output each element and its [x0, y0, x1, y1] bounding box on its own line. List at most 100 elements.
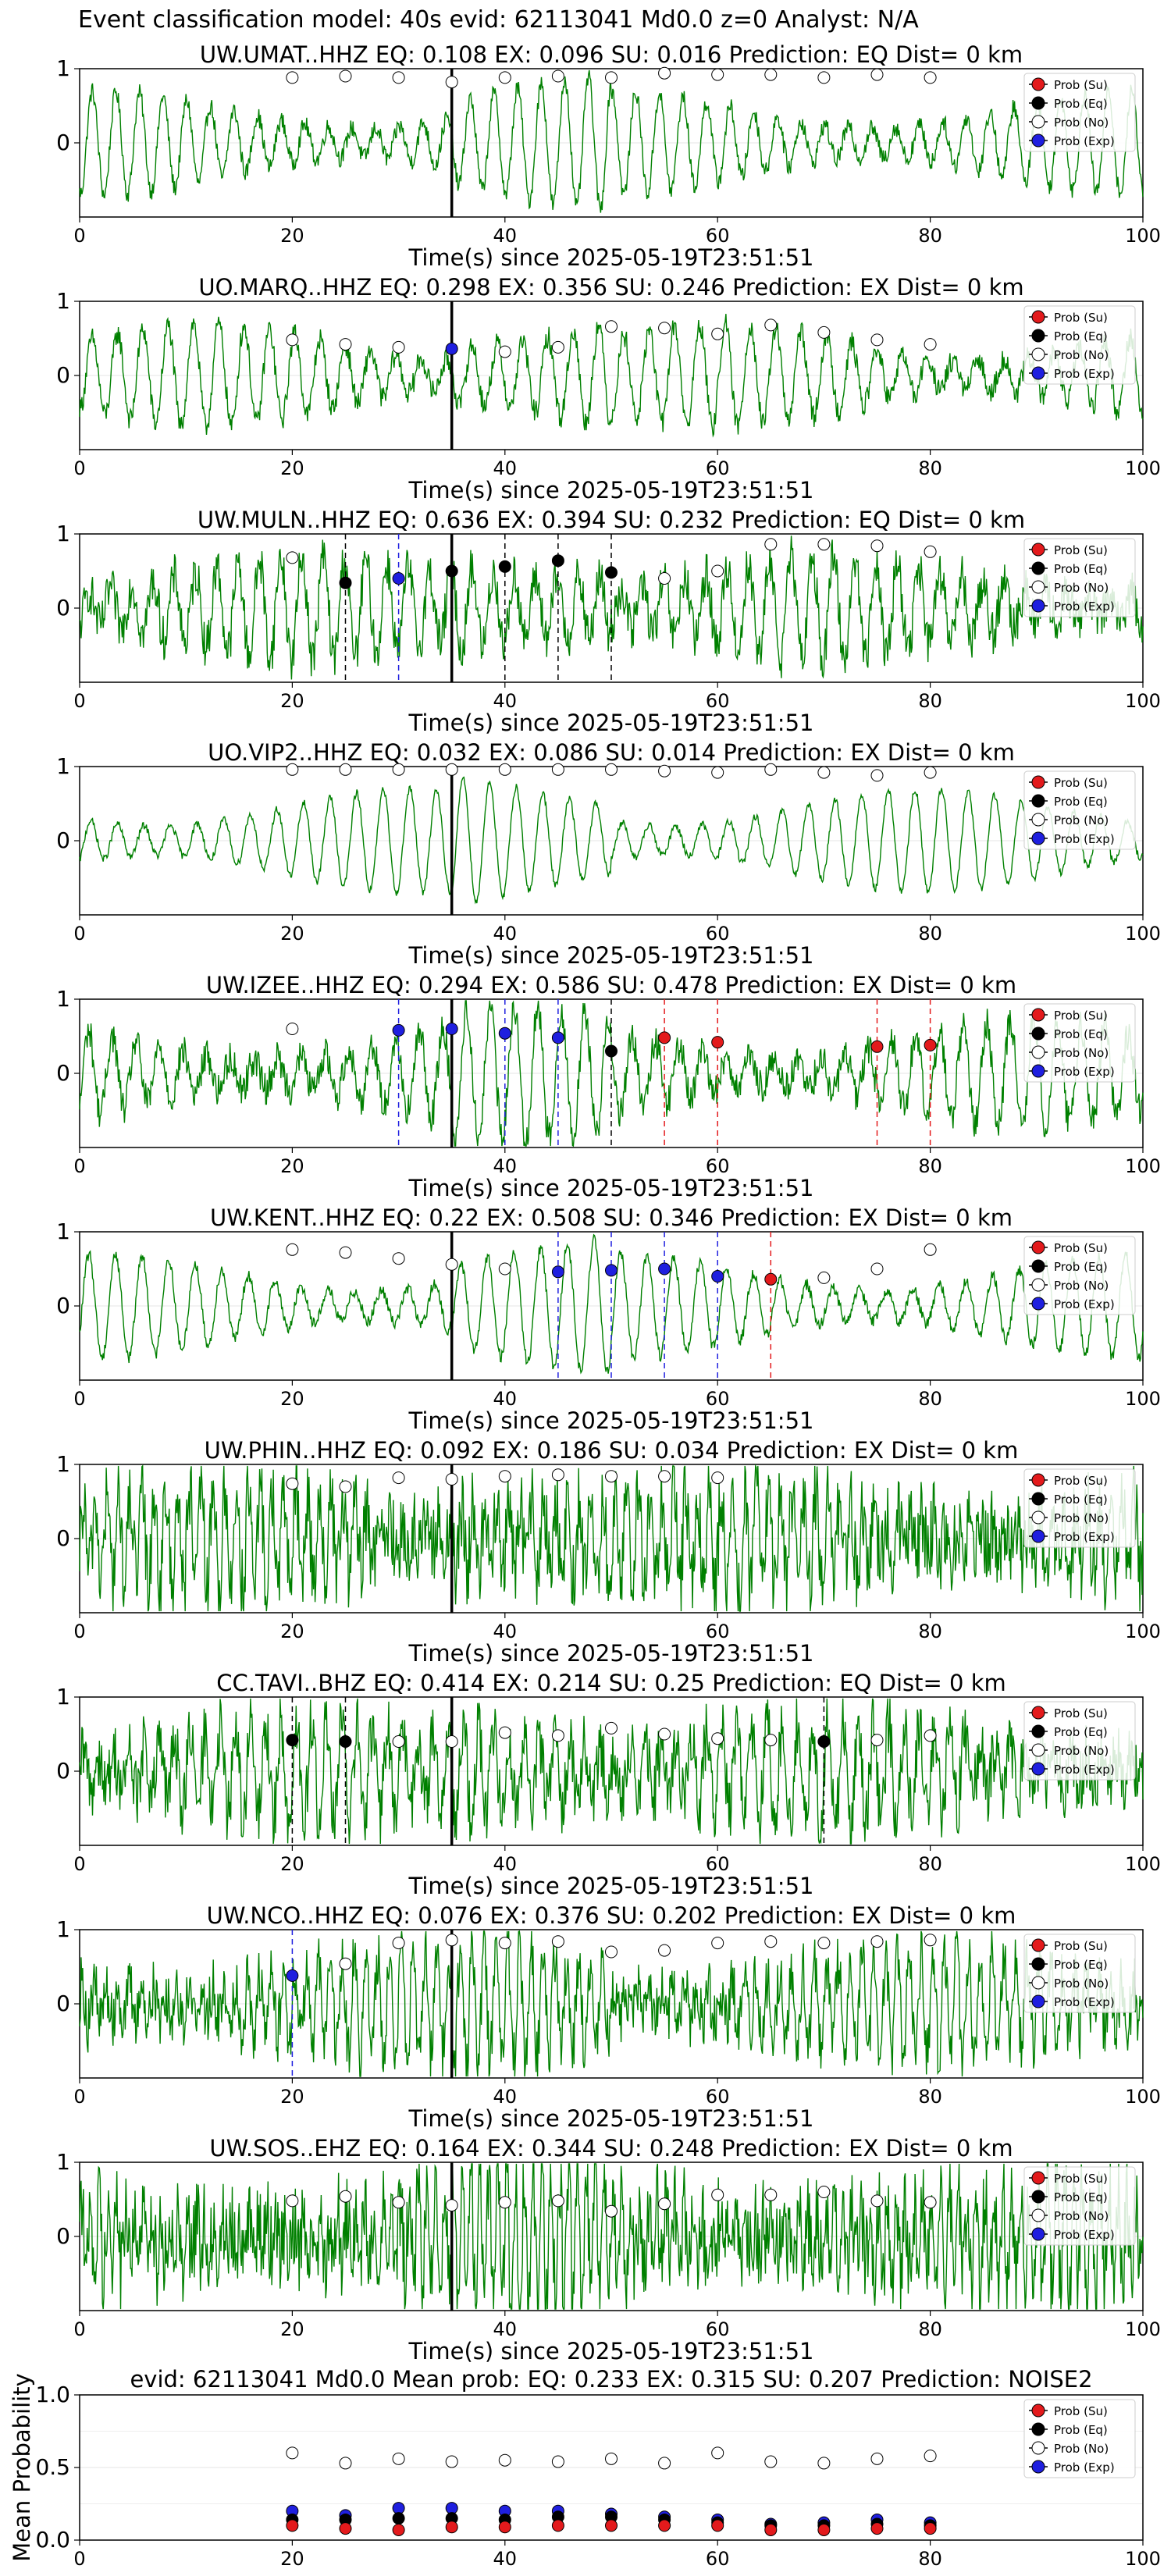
x-tick-label: 40: [493, 225, 518, 247]
prob-point-eq: [339, 1735, 352, 1748]
mean-point-su: [605, 2519, 618, 2532]
x-tick-label: 100: [1125, 2086, 1161, 2108]
legend-marker-no: [1031, 2208, 1045, 2222]
y-tick-label: 1: [56, 1684, 70, 1710]
prob-point-no: [498, 1726, 511, 1739]
legend-label-su: Prob (Su): [1054, 1474, 1108, 1488]
prob-point-no: [870, 769, 884, 782]
y-tick-label: 1: [56, 2149, 70, 2175]
x-tick-label: 100: [1125, 1155, 1161, 1177]
prob-point-exp: [658, 1262, 671, 1276]
prob-point-no: [551, 1468, 564, 1482]
legend-label-no: Prob (No): [1054, 813, 1109, 827]
x-tick-label: 100: [1125, 225, 1161, 247]
legend-marker-exp: [1031, 1762, 1045, 1776]
prob-point-exp: [392, 572, 405, 585]
legend-label-exp: Prob (Exp): [1054, 1065, 1115, 1079]
legend-marker-exp: [1031, 1529, 1045, 1543]
panel-title: UW.IZEE..HHZ EQ: 0.294 EX: 0.586 SU: 0.4…: [206, 972, 1016, 998]
x-tick-label: 80: [918, 225, 942, 247]
legend-label-no: Prob (No): [1054, 1279, 1109, 1293]
prob-point-no: [339, 69, 352, 83]
x-tick-label: 60: [706, 225, 730, 247]
x-tick-label: 100: [1125, 457, 1161, 479]
x-tick-label: 20: [280, 1155, 304, 1177]
prob-point-no: [286, 551, 299, 564]
legend-marker-exp: [1031, 2227, 1045, 2241]
x-tick-label: 20: [280, 2318, 304, 2340]
mean-point-no: [339, 2457, 352, 2470]
x-tick-label: 20: [280, 2086, 304, 2108]
legend-box: [1023, 2399, 1136, 2478]
prob-point-no: [711, 766, 724, 779]
prob-point-no: [392, 763, 405, 776]
waveform-trace: [79, 314, 1144, 438]
prob-point-no: [339, 2190, 352, 2203]
x-tick-label: 60: [706, 1621, 730, 1642]
prob-point-exp: [392, 1023, 405, 1037]
y-tick-label: 1: [56, 1916, 70, 1942]
mean-point-no: [924, 2450, 937, 2463]
x-tick-label: 0: [73, 923, 85, 945]
prob-point-no: [339, 1480, 352, 1493]
prob-point-no: [764, 68, 778, 81]
prob-point-no: [498, 1470, 511, 1483]
x-tick-label: 80: [918, 457, 942, 479]
waveform-trace: [79, 1000, 1144, 1147]
prob-point-no: [870, 1262, 884, 1276]
legend-marker-no: [1031, 1976, 1045, 1990]
legend-label-su: Prob (Su): [1054, 1241, 1108, 1255]
prob-point-no: [445, 1934, 458, 1947]
x-tick-label: 40: [493, 457, 518, 479]
prob-point-exp: [711, 1270, 724, 1283]
y-tick-label: 0: [56, 595, 70, 621]
legend-label-no: Prob (No): [1054, 348, 1109, 362]
mean-point-no: [817, 2457, 831, 2470]
prob-point-eq: [498, 560, 511, 573]
x-axis-label: Time(s) since 2025-05-19T23:51:51: [408, 2105, 814, 2132]
legend-marker-su: [1031, 1008, 1045, 1022]
legend-marker-su: [1031, 2403, 1045, 2418]
x-tick-label: 40: [493, 1621, 518, 1642]
x-tick-label: 100: [1125, 1388, 1161, 1410]
prob-point-no: [605, 320, 618, 333]
legend-marker-su: [1031, 775, 1045, 789]
prob-point-eq: [551, 554, 564, 568]
x-axis-label: Time(s) since 2025-05-19T23:51:51: [408, 244, 814, 271]
legend-label-exp: Prob (Exp): [1054, 1995, 1115, 2009]
legend-label-eq: Prob (Eq): [1054, 562, 1108, 576]
y-tick-label: 1: [56, 1451, 70, 1477]
mean-point-su: [551, 2519, 564, 2532]
prob-point-no: [605, 1470, 618, 1483]
prob-point-no: [817, 538, 831, 551]
legend-label-exp: Prob (Exp): [1054, 367, 1115, 381]
mean-point-no: [764, 2455, 778, 2468]
mean-point-no: [551, 2455, 564, 2468]
mean-point-no: [605, 2452, 618, 2465]
mean-panel-title: evid: 62113041 Md0.0 Mean prob: EQ: 0.23…: [130, 2366, 1092, 2393]
prob-point-no: [817, 2186, 831, 2198]
x-tick-label: 60: [706, 1155, 730, 1177]
prob-point-no: [711, 1471, 724, 1485]
prob-point-no: [498, 345, 511, 358]
legend-marker-su: [1031, 1240, 1045, 1254]
panel-title: UO.VIP2..HHZ EQ: 0.032 EX: 0.086 SU: 0.0…: [208, 739, 1015, 766]
x-tick-label: 0: [73, 2548, 85, 2570]
prob-point-eq: [605, 1044, 618, 1058]
legend-box: [1023, 2166, 1136, 2246]
panel-title: CC.TAVI..BHZ EQ: 0.414 EX: 0.214 SU: 0.2…: [216, 1670, 1006, 1696]
x-tick-label: 40: [493, 1853, 518, 1875]
legend-box: [1023, 1701, 1136, 1781]
legend-label-no: Prob (No): [1054, 1744, 1109, 1758]
x-tick-label: 0: [73, 2318, 85, 2340]
x-tick-label: 40: [493, 1155, 518, 1177]
legend-box: [1023, 770, 1136, 850]
x-tick-label: 20: [280, 2548, 304, 2570]
legend-marker-su: [1031, 1938, 1045, 1952]
legend-marker-no: [1031, 1278, 1045, 1292]
prob-point-no: [817, 1271, 831, 1284]
prob-point-no: [498, 2196, 511, 2209]
prob-point-no: [764, 538, 778, 551]
mean-point-su: [817, 2523, 831, 2536]
prob-point-no: [924, 1934, 937, 1947]
